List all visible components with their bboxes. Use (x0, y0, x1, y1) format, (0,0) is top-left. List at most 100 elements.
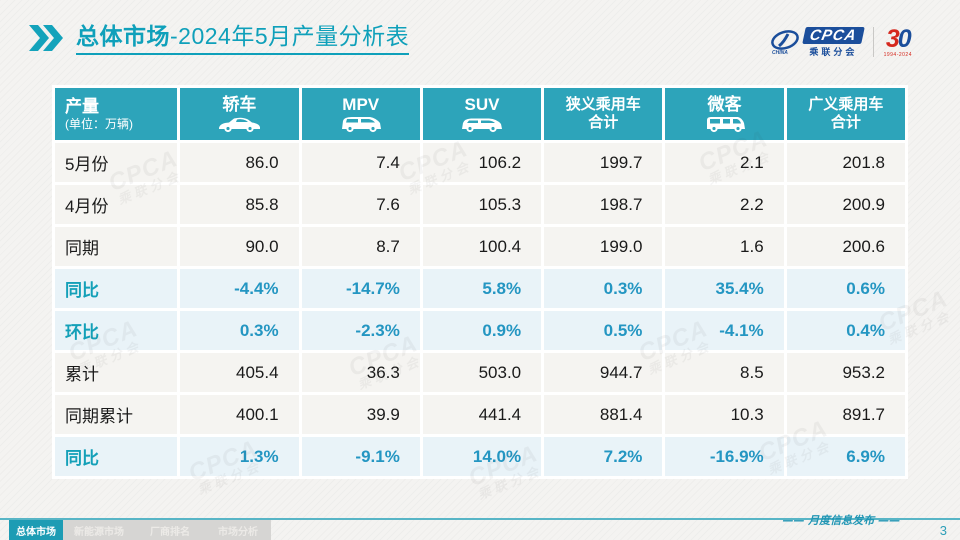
header-label-broad-pv-2: 合计 (830, 114, 861, 131)
logo-area: CHINA CPCA 乘联分会 30 1994-2024 (770, 24, 912, 60)
header-cell-narrow-pv: 狭义乘用车 合计 (544, 88, 663, 140)
header-row: 产量 (单位：万辆) 轿车 MPV (55, 88, 905, 140)
cpca-wordmark: CPCA (802, 26, 865, 44)
footer-tabs: 总体市场 新能源市场 厂商排名 市场分析 (9, 520, 271, 540)
table-cell: 14.0% (422, 437, 542, 476)
table-cell: 36.3 (301, 353, 420, 392)
minibus-icon (706, 117, 745, 133)
table-row: 环比 0.3% -2.3% 0.9% 0.5% -4.1% 0.4% (55, 311, 905, 350)
table-cell: 10.3 (665, 395, 784, 434)
table-cell: 105.3 (422, 185, 542, 224)
anniversary-logo: 30 1994-2024 (883, 24, 912, 58)
page-title-section: 总体市场 (76, 23, 170, 49)
table-cell: 86.0 (180, 143, 299, 182)
header-label-broad-pv: 广义乘用车 (808, 96, 884, 113)
row-label: 同期累计 (55, 395, 178, 434)
table-row: 同比 -4.4% -14.7% 5.8% 0.3% 35.4% 0.6% (55, 269, 905, 308)
table-cell: 400.1 (180, 395, 299, 434)
header-cell-mpv: MPV (301, 88, 420, 140)
double-chevron-icon (29, 25, 63, 51)
table-cell: 6.9% (786, 437, 905, 476)
table-cell: 7.2% (544, 437, 663, 476)
anniversary-3: 3 (885, 24, 900, 53)
footer-tab-1[interactable]: 总体市场 (9, 520, 63, 540)
suv-icon (461, 118, 502, 133)
anniversary-years: 1994-2024 (883, 51, 912, 58)
header-label-narrow-pv-2: 合计 (588, 114, 619, 131)
table-cell: 199.7 (544, 143, 663, 182)
table-cell: -2.3% (301, 311, 420, 350)
table-body: 5月份 86.0 7.4 106.2 199.7 2.1 201.8 4月份 85.8 7.6 10… (55, 143, 905, 476)
header-label-minibus: 微客 (707, 95, 742, 114)
page-number: 3 (939, 523, 947, 538)
row-label: 5月份 (55, 143, 178, 182)
table-cell: 0.6% (786, 269, 905, 308)
table-row: 同期 90.0 8.7 100.4 199.0 1.6 200.6 (55, 227, 905, 266)
header-cell-broad-pv: 广义乘用车 合计 (786, 88, 905, 140)
row-label: 累计 (55, 353, 178, 392)
publish-label: —— 月度信息发布 —— (782, 514, 900, 527)
table-cell: 891.7 (786, 395, 905, 434)
table-cell: 201.8 (786, 143, 905, 182)
logo-divider (872, 27, 874, 57)
table-cell: 953.2 (786, 353, 905, 392)
header-cell-sedan: 轿车 (180, 88, 299, 140)
table-header: 产量 (单位：万辆) 轿车 MPV (55, 88, 905, 140)
table-cell: -4.1% (665, 311, 784, 350)
cpca-logo: CHINA CPCA 乘联分会 (770, 26, 865, 58)
header-label-narrow-pv: 狭义乘用车 (565, 96, 641, 113)
table-cell: 2.1 (665, 143, 784, 182)
table-cell: 5.8% (422, 269, 542, 308)
header-cell-metric: 产量 (单位：万辆) (55, 88, 178, 140)
table-cell: 0.4% (786, 311, 905, 350)
cpca-swoosh-icon: CHINA (771, 30, 799, 55)
cpca-subtitle: 乘联分会 (809, 46, 858, 57)
table-cell: 944.7 (544, 353, 663, 392)
table-cell: 106.2 (422, 143, 542, 182)
table-cell: 881.4 (544, 395, 663, 434)
row-label: 环比 (55, 311, 178, 350)
header-label-suv: SUV (464, 95, 500, 114)
page-title-rest: -2024年5月产量分析表 (170, 23, 410, 49)
table-cell: 8.5 (665, 353, 784, 392)
table-cell: 200.9 (786, 185, 905, 224)
anniversary-number: 30 (885, 24, 912, 53)
table-cell: 503.0 (422, 353, 542, 392)
table-cell: 199.0 (544, 227, 663, 266)
table-cell: 405.4 (180, 353, 299, 392)
footer-tab-2[interactable]: 新能源市场 (63, 520, 135, 540)
production-table: 产量 (单位：万辆) 轿车 MPV (52, 85, 908, 479)
footer-tab-4[interactable]: 市场分析 (205, 520, 271, 540)
table-row: 同期累计 400.1 39.9 441.4 881.4 10.3 891.7 (55, 395, 905, 434)
row-label: 同比 (55, 269, 178, 308)
table-cell: -9.1% (301, 437, 420, 476)
table-cell: 198.7 (544, 185, 663, 224)
table-cell: 39.9 (301, 395, 420, 434)
table-cell: 200.6 (786, 227, 905, 266)
header-cell-minibus: 微客 (665, 88, 784, 140)
mpv-icon (341, 117, 381, 133)
table-cell: 85.8 (180, 185, 299, 224)
title-bar: 总体市场-2024年5月产量分析表 (28, 22, 410, 55)
production-table-wrap: 产量 (单位：万辆) 轿车 MPV (52, 85, 908, 479)
table-row: 累计 405.4 36.3 503.0 944.7 8.5 953.2 (55, 353, 905, 392)
table-cell: 0.3% (180, 311, 299, 350)
row-label: 同比 (55, 437, 178, 476)
table-cell: -16.9% (665, 437, 784, 476)
cpca-logo-text: CPCA 乘联分会 (802, 26, 865, 58)
table-row: 4月份 85.8 7.6 105.3 198.7 2.2 200.9 (55, 185, 905, 224)
table-cell: 7.6 (301, 185, 420, 224)
row-label: 4月份 (55, 185, 178, 224)
table-cell: 8.7 (301, 227, 420, 266)
page-title: 总体市场-2024年5月产量分析表 (76, 22, 410, 55)
table-cell: 7.4 (301, 143, 420, 182)
table-cell: 2.2 (665, 185, 784, 224)
footer-divider-line (0, 518, 960, 520)
table-row: 同比 1.3% -9.1% 14.0% 7.2% -16.9% 6.9% (55, 437, 905, 476)
footer-tab-3[interactable]: 厂商排名 (135, 520, 205, 540)
row-label: 同期 (55, 227, 178, 266)
table-cell: 100.4 (422, 227, 542, 266)
header-label-sedan: 轿车 (222, 95, 257, 114)
sedan-icon (219, 117, 261, 133)
anniversary-0: 0 (897, 24, 912, 53)
